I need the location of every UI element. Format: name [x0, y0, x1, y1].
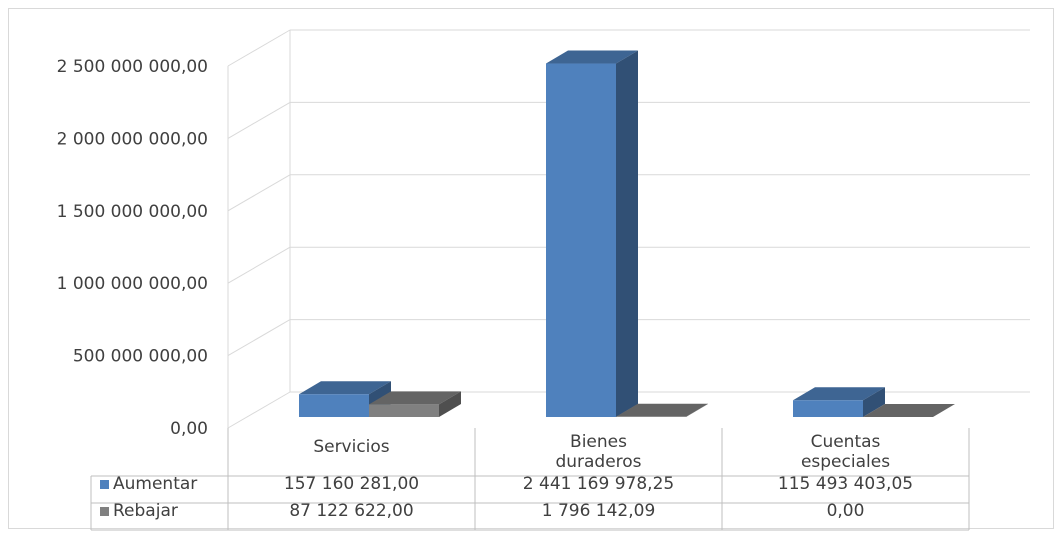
- y-tick-label: 500 000 000,00: [73, 347, 208, 367]
- floor-left-edge: [227, 391, 291, 429]
- bar-top-aumentar: [793, 387, 885, 401]
- bar-aumentar: [793, 400, 863, 417]
- gridline-side: [227, 319, 291, 357]
- legend-label-rebajar: Rebajar: [113, 501, 178, 521]
- bar-top-aumentar: [546, 50, 638, 64]
- bar-side-rebajar: [686, 403, 708, 417]
- y-tick-label: 0,00: [170, 419, 208, 439]
- bar-top-rebajar: [616, 403, 708, 417]
- chart-frame: [8, 8, 1054, 529]
- category-label: duraderos: [555, 452, 641, 472]
- table-cell-value: 2 441 169 978,25: [523, 474, 674, 494]
- bar-side-aumentar: [616, 50, 638, 418]
- table-cell-value: 0,00: [827, 501, 865, 521]
- gridline-side: [227, 29, 291, 67]
- bar-top-aumentar: [299, 381, 391, 395]
- category-label: especiales: [801, 452, 890, 472]
- bar-rebajar: [369, 404, 439, 417]
- gridline-side: [227, 246, 291, 284]
- legend-label-aumentar: Aumentar: [113, 474, 197, 494]
- y-tick-label: 2 000 000 000,00: [57, 129, 208, 149]
- gridline-side: [227, 174, 291, 212]
- y-tick-label: 1 000 000 000,00: [57, 274, 208, 294]
- bar-aumentar: [546, 63, 616, 417]
- table-cell-value: 115 493 403,05: [778, 474, 913, 494]
- bar-top-rebajar: [863, 404, 955, 417]
- table-cell-value: 1 796 142,09: [542, 501, 656, 521]
- legend-key-aumentar: [100, 480, 109, 489]
- table-cell-value: 87 122 622,00: [289, 501, 413, 521]
- category-label: Cuentas: [811, 432, 881, 452]
- gridline-side: [227, 101, 291, 139]
- category-label: Bienes: [570, 432, 627, 452]
- legend-key-rebajar: [100, 507, 109, 516]
- bar-side-rebajar: [439, 391, 461, 417]
- bar-top-rebajar: [369, 391, 461, 405]
- y-tick-label: 1 500 000 000,00: [57, 202, 208, 222]
- category-label: Servicios: [313, 437, 389, 457]
- bar-side-aumentar: [863, 387, 885, 417]
- table-cell-value: 157 160 281,00: [284, 474, 419, 494]
- bar-aumentar: [299, 394, 369, 417]
- y-tick-label: 2 500 000 000,00: [57, 57, 208, 77]
